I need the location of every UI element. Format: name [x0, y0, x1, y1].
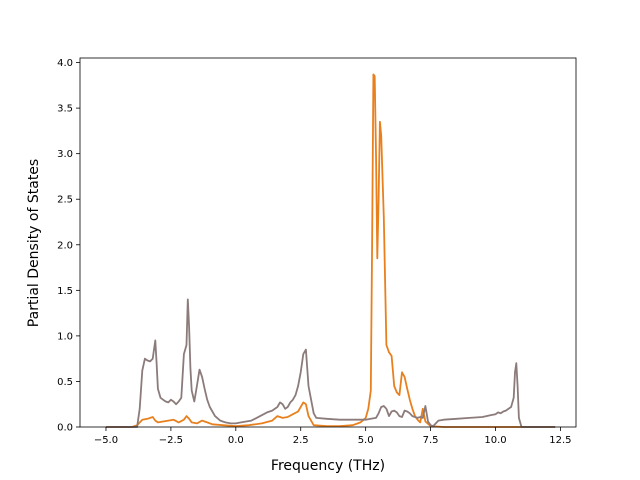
- x-tick-label: 7.5: [423, 435, 439, 446]
- y-tick-label: 3.5: [57, 104, 73, 115]
- x-tick-label: 0.0: [228, 435, 244, 446]
- x-tick-label: 10.0: [484, 435, 506, 446]
- y-tick-label: 2.0: [57, 240, 73, 251]
- y-tick-label: 1.5: [57, 286, 73, 297]
- x-tick-label: 12.5: [549, 435, 571, 446]
- x-tick-label: −5.0: [94, 435, 118, 446]
- y-tick-label: 2.5: [57, 195, 73, 206]
- x-tick-label: 2.5: [293, 435, 309, 446]
- y-tick-label: 0.0: [57, 423, 73, 434]
- series-line-0: [106, 73, 556, 428]
- series-line-1: [106, 298, 556, 428]
- y-tick-label: 0.5: [57, 377, 73, 388]
- x-tick-label: −2.5: [159, 435, 183, 446]
- series-layer: [106, 73, 556, 428]
- axes-layer: −5.0 −2.5 0.0 2.5 5.0 7.5 10.0 12.5 0.0 0.5 1.0 1.5…: [57, 57, 577, 446]
- plot-frame: [79, 57, 577, 428]
- x-tick-label: 5.0: [358, 435, 374, 446]
- y-tick-label: 4.0: [57, 58, 73, 69]
- x-axis-label: Frequency (THz): [271, 458, 385, 474]
- y-tick-label: 1.0: [57, 331, 73, 342]
- y-axis-label: Partial Density of States: [26, 159, 42, 327]
- y-tick-label: 3.0: [57, 149, 73, 160]
